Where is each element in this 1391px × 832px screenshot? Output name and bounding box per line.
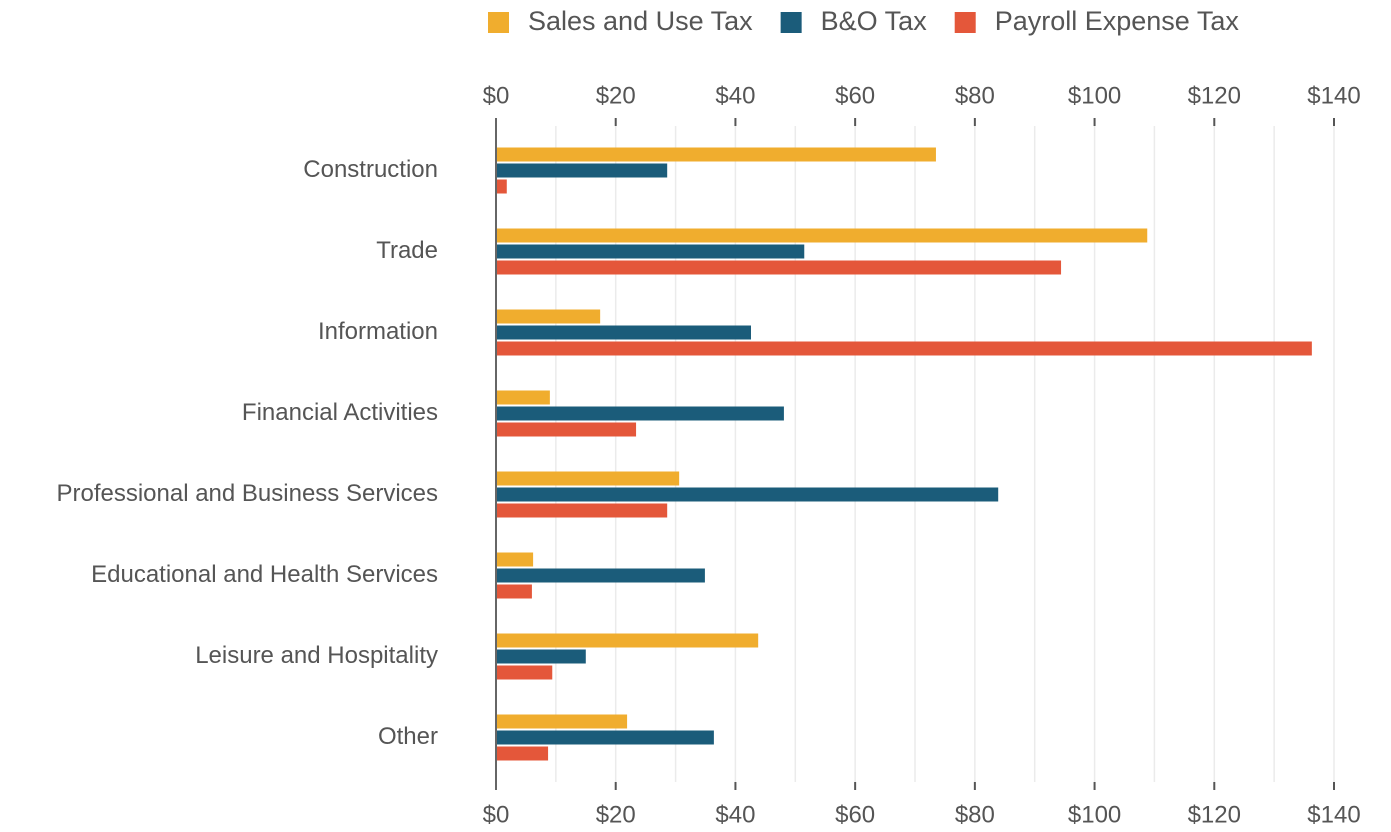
bar	[496, 390, 550, 405]
bar	[496, 325, 751, 340]
x-tick-label: $20	[596, 82, 636, 109]
x-tick-label: $100	[1068, 801, 1121, 828]
x-tick-label: $40	[715, 82, 755, 109]
x-tick-label: $60	[835, 801, 875, 828]
bar	[496, 568, 705, 583]
legend-label: B&O Tax	[821, 6, 928, 36]
bar	[496, 584, 532, 599]
x-tick-label: $40	[715, 801, 755, 828]
legend-label: Sales and Use Tax	[528, 6, 753, 36]
category-label: Leisure and Hospitality	[195, 642, 438, 669]
bar	[496, 422, 637, 437]
legend-swatch	[780, 12, 802, 33]
bar	[496, 665, 553, 680]
category-label: Financial Activities	[242, 399, 438, 426]
bar	[496, 471, 680, 486]
category-label: Other	[378, 723, 438, 750]
category-label: Construction	[303, 156, 438, 183]
x-tick-label: $80	[955, 82, 995, 109]
category-label: Professional and Business Services	[56, 480, 438, 507]
x-tick-label: $20	[596, 801, 636, 828]
x-tick-label: $0	[483, 801, 510, 828]
bar	[496, 633, 759, 648]
legend-swatch	[954, 12, 976, 33]
bar	[496, 147, 936, 162]
x-tick-label: $120	[1188, 801, 1241, 828]
x-tick-label: $140	[1307, 82, 1360, 109]
legend-label: Payroll Expense Tax	[995, 6, 1240, 36]
bar	[496, 552, 534, 567]
x-tick-label: $80	[955, 801, 995, 828]
x-tick-label: $0	[483, 82, 510, 109]
bar	[496, 309, 601, 324]
x-tick-label: $100	[1068, 82, 1121, 109]
bar	[496, 179, 507, 194]
bar	[496, 746, 549, 761]
category-label: Trade	[376, 237, 438, 264]
bar	[496, 730, 714, 745]
x-tick-label: $60	[835, 82, 875, 109]
bar	[496, 260, 1062, 275]
x-tick-label: $140	[1307, 801, 1360, 828]
bar	[496, 341, 1312, 356]
bar	[496, 163, 668, 178]
bar	[496, 487, 999, 502]
bar	[496, 714, 628, 729]
bar	[496, 228, 1148, 243]
bar	[496, 406, 784, 421]
x-tick-label: $120	[1188, 82, 1241, 109]
bar	[496, 244, 805, 259]
category-label: Educational and Health Services	[91, 561, 438, 588]
legend-swatch	[488, 12, 509, 33]
category-label: Information	[318, 318, 438, 345]
bar	[496, 649, 586, 664]
bar	[496, 503, 668, 518]
